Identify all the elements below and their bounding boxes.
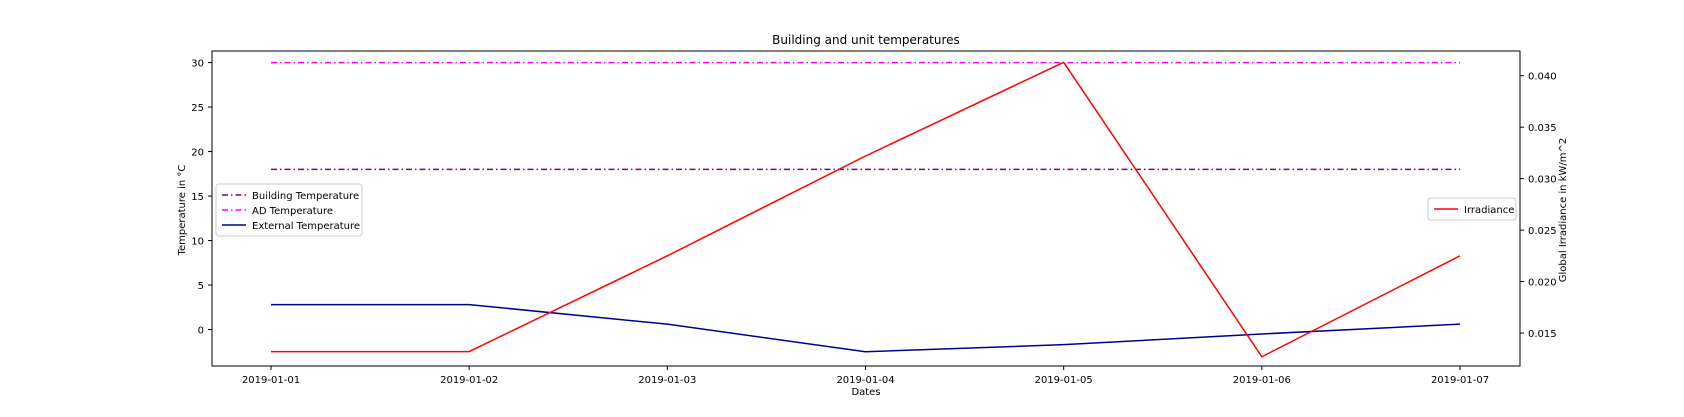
legend-label: AD Temperature — [252, 206, 333, 217]
y-tick-label-left: 25 — [191, 103, 204, 114]
legend-label: Building Temperature — [252, 191, 359, 202]
y-tick-label-right: 0.040 — [1528, 72, 1557, 83]
x-tick-label: 2019-01-02 — [440, 375, 498, 386]
axes-group: 2019-01-01 2019-01-02 2019-01-03 2019-01-04… — [191, 59, 1556, 386]
y-axis-label-right: Global Irradiance in kW/m^2 — [1558, 138, 1569, 282]
y-tick-label-left: 30 — [191, 59, 204, 70]
y-tick-label-right: 0.035 — [1528, 123, 1557, 134]
x-tick-label: 2019-01-04 — [836, 375, 894, 386]
y-tick-label-right: 0.015 — [1528, 329, 1557, 340]
legend-label: External Temperature — [252, 221, 360, 232]
x-tick-label: 2019-01-07 — [1431, 375, 1489, 386]
plot-frame — [211, 50, 1521, 367]
y-tick-label-right: 0.025 — [1528, 226, 1557, 237]
legend-box — [1427, 197, 1517, 221]
y-axis-label-left: Temperature in °C — [177, 165, 188, 257]
y-tick-label-left: 20 — [191, 148, 204, 159]
chart-title: Building and unit temperatures — [772, 33, 960, 47]
legend-label: Irradiance — [1464, 205, 1514, 216]
x-tick-label: 2019-01-05 — [1035, 375, 1093, 386]
y-tick-label-right: 0.030 — [1528, 175, 1557, 186]
y-tick-label-right: 0.020 — [1528, 278, 1557, 289]
series-line-irradiance — [271, 61, 1461, 358]
x-tick-label: 2019-01-01 — [242, 375, 300, 386]
series-line-external-temperature — [271, 303, 1461, 353]
legend-box — [215, 183, 363, 237]
x-axis-label: Dates — [851, 387, 880, 398]
x-tick-label: 2019-01-03 — [638, 375, 696, 386]
y-tick-label-left: 15 — [191, 192, 204, 203]
y-tick-label-left: 0 — [198, 326, 204, 337]
series-group — [271, 61, 1461, 358]
y-tick-label-left: 5 — [198, 281, 204, 292]
y-tick-label-left: 10 — [191, 237, 204, 248]
x-tick-label: 2019-01-06 — [1233, 375, 1291, 386]
legend-group: Building Temperature AD Temperature Extern… — [215, 183, 1517, 237]
